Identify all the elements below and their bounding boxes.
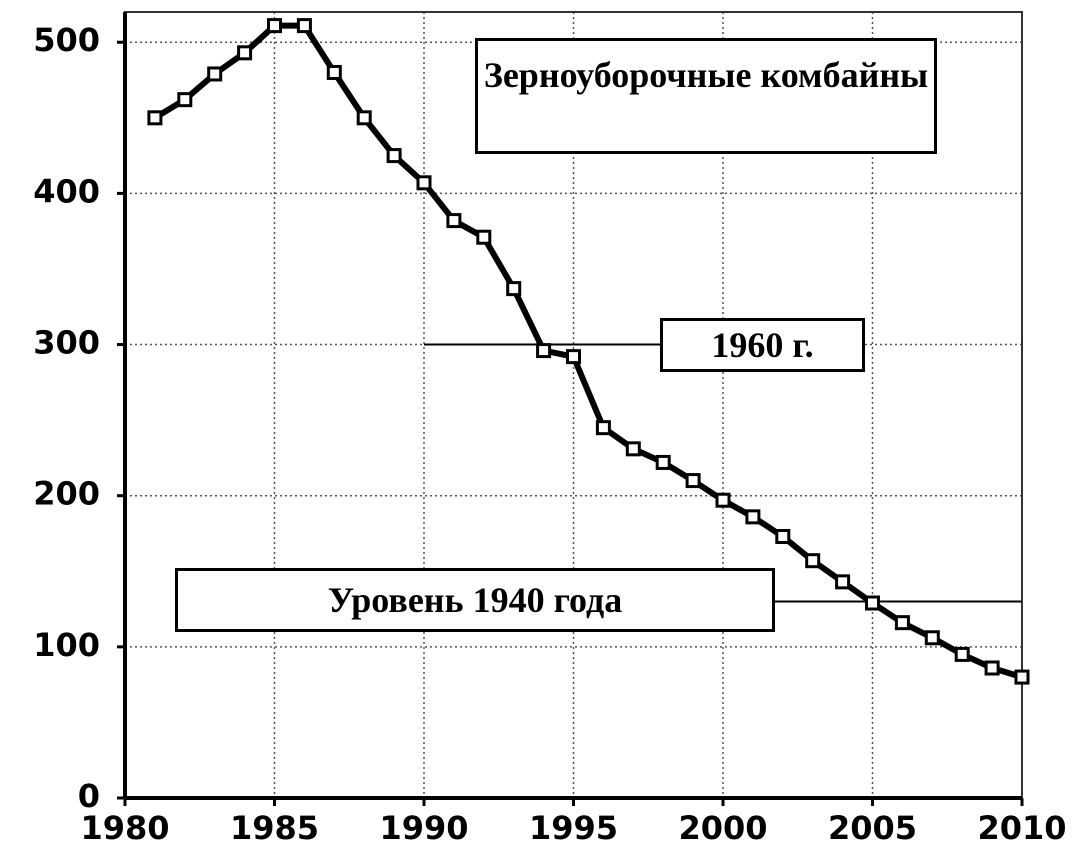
x-tick-label: 1990 <box>379 809 468 847</box>
data-point <box>476 229 492 245</box>
data-point <box>685 473 701 489</box>
data-point <box>147 110 163 126</box>
data-point <box>835 574 851 590</box>
x-tick-label: 2005 <box>828 809 917 847</box>
y-tick-label: 500 <box>33 21 100 59</box>
annotation: Уровень 1940 года <box>175 568 775 632</box>
data-point <box>416 175 432 191</box>
chart-title: Зерноуборочные комбайны <box>475 38 937 154</box>
data-point <box>984 660 1000 676</box>
x-tick-label: 2010 <box>977 809 1066 847</box>
y-tick-label: 100 <box>33 626 100 664</box>
data-point <box>386 148 402 164</box>
data-point <box>1014 669 1030 685</box>
data-point <box>775 529 791 545</box>
data-point <box>296 18 312 34</box>
data-point <box>536 343 552 359</box>
x-tick-label: 1985 <box>230 809 319 847</box>
data-point <box>177 92 193 108</box>
data-point <box>924 630 940 646</box>
data-point <box>446 213 462 229</box>
data-point <box>894 615 910 631</box>
data-point <box>326 64 342 80</box>
data-point <box>506 281 522 297</box>
data-point <box>566 349 581 365</box>
data-point <box>865 595 880 611</box>
y-tick-label: 400 <box>33 172 100 210</box>
data-point <box>954 646 970 662</box>
data-point <box>237 45 253 61</box>
data-point <box>267 18 282 34</box>
y-tick-label: 0 <box>78 777 100 815</box>
x-tick-label: 1980 <box>80 809 169 847</box>
data-point <box>745 509 761 525</box>
data-point <box>715 492 731 508</box>
data-point <box>356 110 372 126</box>
data-point <box>805 553 821 569</box>
annotation: 1960 г. <box>660 318 865 372</box>
x-tick-label: 2000 <box>678 809 767 847</box>
data-point <box>595 420 611 436</box>
data-point <box>625 441 641 457</box>
y-tick-label: 300 <box>33 324 100 362</box>
data-point <box>655 454 671 470</box>
y-tick-label: 200 <box>33 475 100 513</box>
data-point <box>207 66 223 82</box>
x-tick-label: 1995 <box>529 809 618 847</box>
